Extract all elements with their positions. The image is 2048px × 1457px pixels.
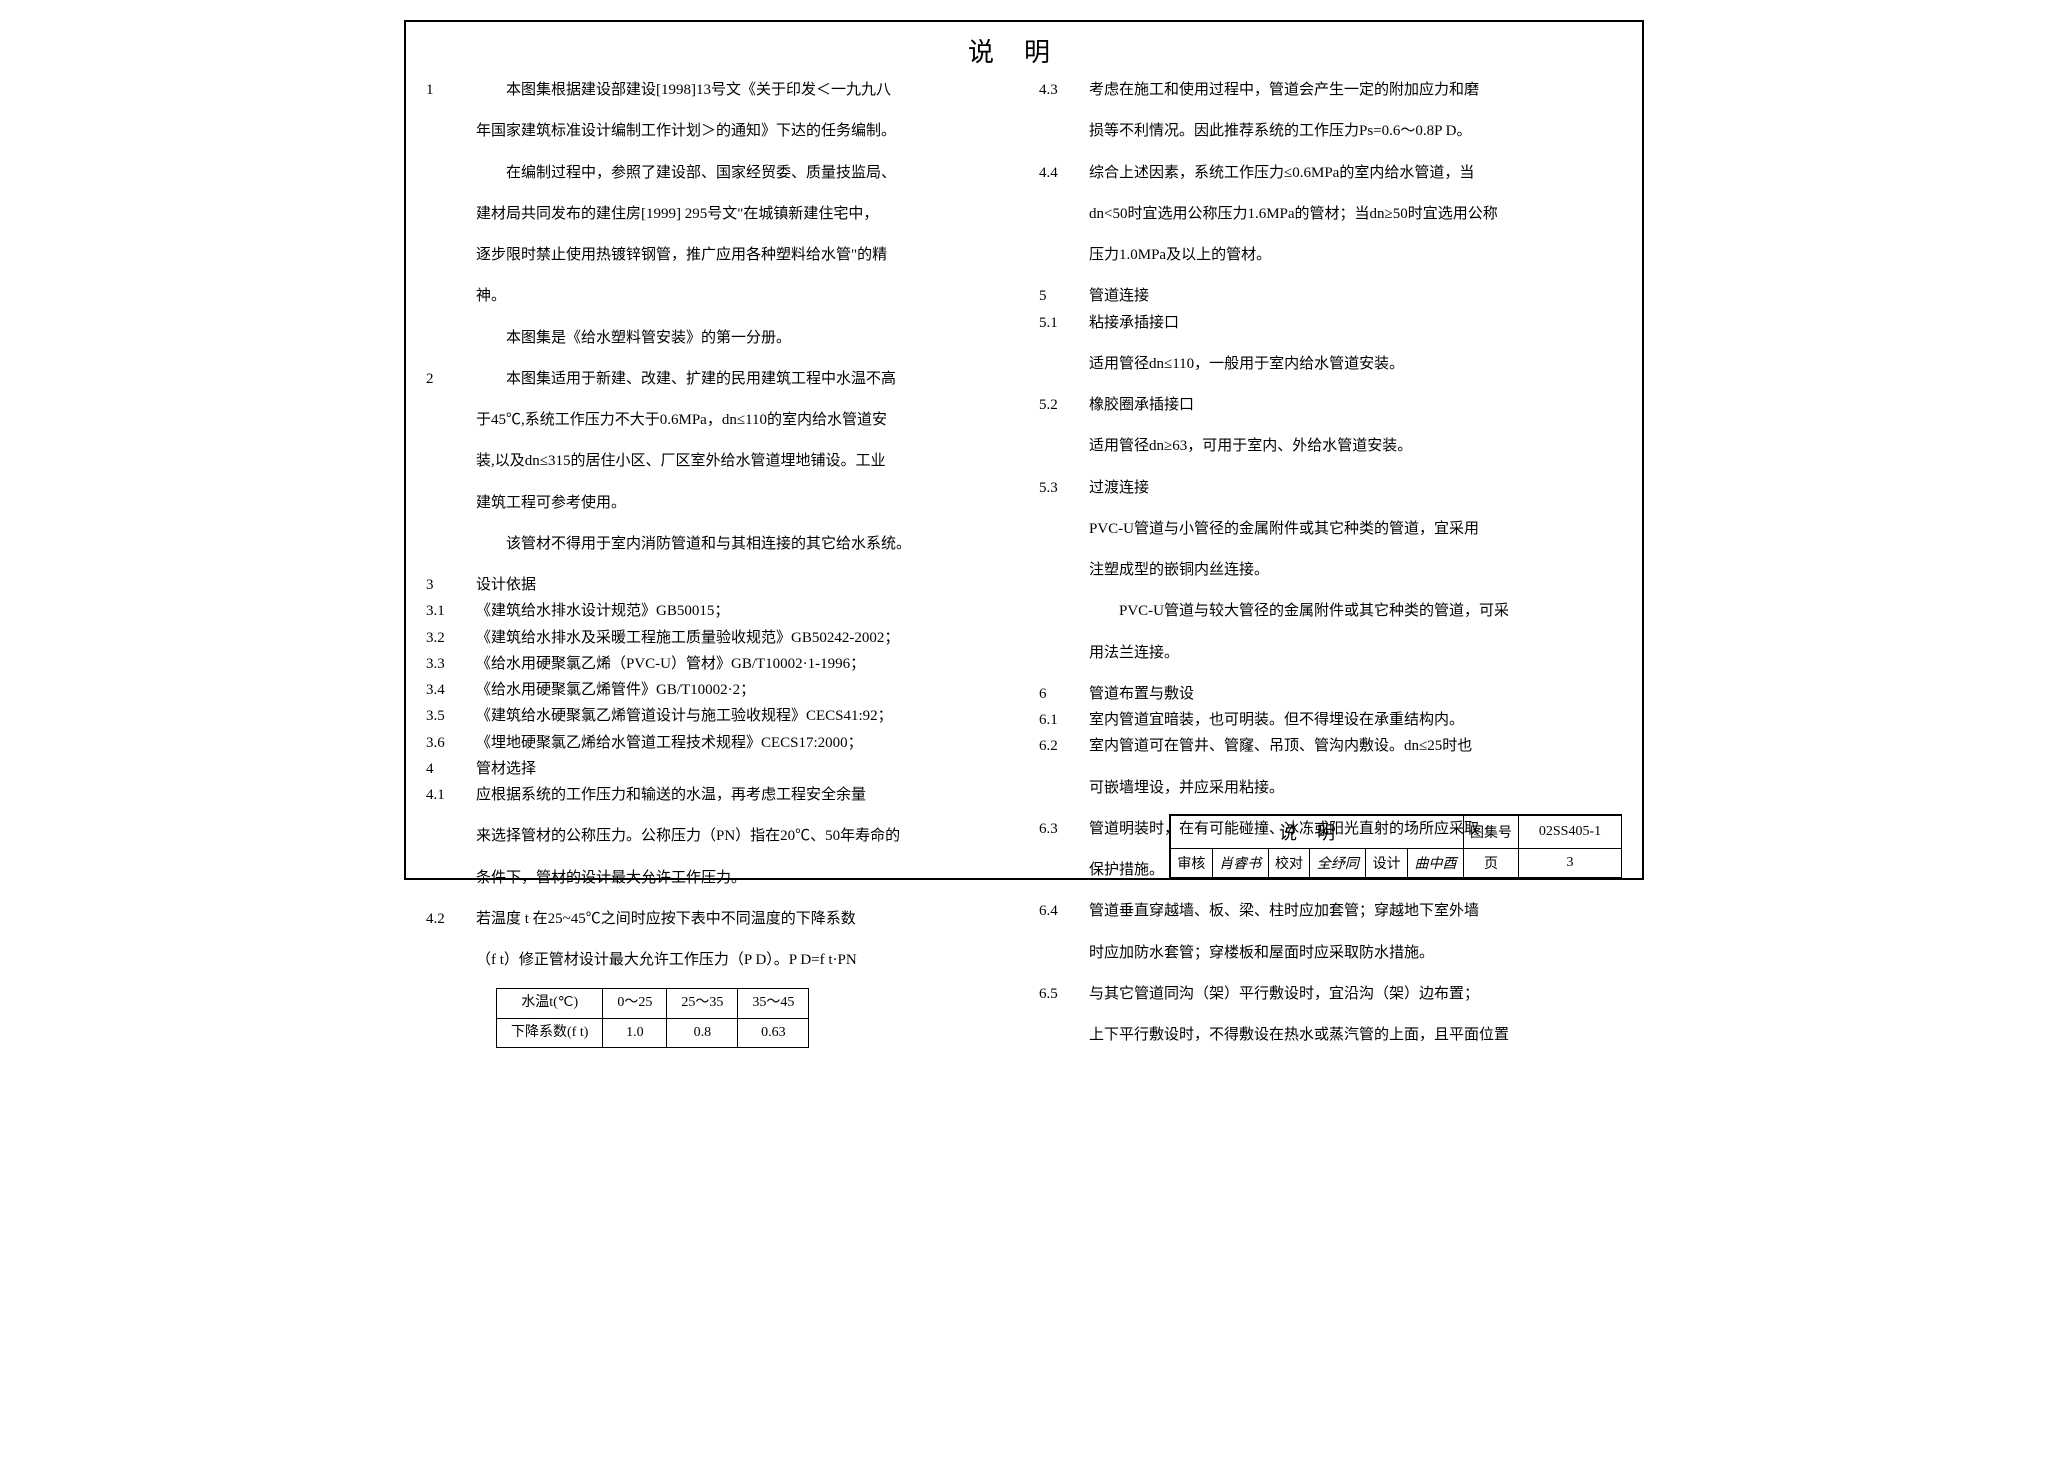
set-value: 02SS405-1 bbox=[1519, 816, 1622, 849]
body-text: 来选择管材的公称压力。公称压力（PN）指在20℃、50年寿命的 bbox=[476, 823, 1009, 849]
right-column: 4.3考虑在施工和使用过程中，管道会产生一定的附加应力和磨 损等不利情况。因此推… bbox=[1039, 77, 1622, 837]
body-text: 适用管径dn≥63，可用于室内、外给水管道安装。 bbox=[1089, 433, 1622, 459]
sec-num: 3.1 bbox=[426, 598, 476, 624]
table-cell: 1.0 bbox=[603, 1018, 667, 1048]
body-text: 若温度 t 在25~45℃之间时应按下表中不同温度的下降系数 bbox=[476, 906, 1009, 932]
body-text: 本图集根据建设部建设[1998]13号文《关于印发＜一九九八 bbox=[476, 77, 1009, 103]
body-text: 《建筑给水排水及采暖工程施工质量验收规范》GB50242-2002； bbox=[476, 625, 1009, 651]
table-cell: 0～25 bbox=[603, 989, 667, 1019]
body-text: 装,以及dn≤315的居住小区、厂区室外给水管道埋地铺设。工业 bbox=[476, 448, 1009, 474]
body-text: 上下平行敷设时，不得敷设在热水或蒸汽管的上面，且平面位置 bbox=[1089, 1022, 1622, 1048]
sec-num: 4.2 bbox=[426, 906, 476, 932]
body-text: 室内管道宜暗装，也可明装。但不得埋设在承重结构内。 bbox=[1089, 707, 1622, 733]
body-text: 综合上述因素，系统工作压力≤0.6MPa的室内给水管道，当 bbox=[1089, 160, 1622, 186]
body-text: PVC-U管道与小管径的金属附件或其它种类的管道，宜采用 bbox=[1089, 516, 1622, 542]
signature: 全纾同 bbox=[1310, 849, 1366, 878]
table-header: 下降系数(f t) bbox=[497, 1018, 603, 1048]
set-label: 图集号 bbox=[1464, 816, 1519, 849]
body-text: 《给水用硬聚氯乙烯管件》GB/T10002·2； bbox=[476, 677, 1009, 703]
body-text: 管道布置与敷设 bbox=[1089, 681, 1622, 707]
body-text: 建材局共同发布的建住房[1999] 295号文"在城镇新建住宅中， bbox=[476, 201, 1009, 227]
field-label: 校对 bbox=[1268, 849, 1310, 878]
title-block: 说明 图集号 02SS405-1 审核 肖睿书 校对 全纾同 设计 曲中酉 页 … bbox=[1169, 814, 1622, 878]
sec-num: 3.6 bbox=[426, 730, 476, 756]
body-text: 应根据系统的工作压力和输送的水温，再考虑工程安全余量 bbox=[476, 782, 1009, 808]
body-text: 可嵌墙埋设，并应采用粘接。 bbox=[1089, 775, 1622, 801]
sec-num: 5.1 bbox=[1039, 310, 1089, 336]
body-text: 时应加防水套管；穿楼板和屋面时应采取防水措施。 bbox=[1089, 940, 1622, 966]
sec-num: 4.1 bbox=[426, 782, 476, 808]
columns: 1本图集根据建设部建设[1998]13号文《关于印发＜一九九八 年国家建筑标准设… bbox=[426, 77, 1622, 837]
body-text: 压力1.0MPa及以上的管材。 bbox=[1089, 242, 1622, 268]
sec-num: 6.2 bbox=[1039, 733, 1089, 759]
body-text: 设计依据 bbox=[476, 572, 1009, 598]
table-cell: 0.63 bbox=[738, 1018, 809, 1048]
body-text: 用法兰连接。 bbox=[1089, 640, 1622, 666]
sec-num: 2 bbox=[426, 366, 476, 392]
temperature-table: 水温t(℃) 0～25 25～35 35～45 下降系数(f t) 1.0 0.… bbox=[496, 988, 809, 1048]
body-text: 《给水用硬聚氯乙烯（PVC-U）管材》GB/T10002·1-1996； bbox=[476, 651, 1009, 677]
page-label: 页 bbox=[1464, 849, 1519, 878]
sec-num: 5.3 bbox=[1039, 475, 1089, 501]
field-label: 设计 bbox=[1366, 849, 1408, 878]
sec-num: 5.2 bbox=[1039, 392, 1089, 418]
table-cell: 35～45 bbox=[738, 989, 809, 1019]
body-text: 管道连接 bbox=[1089, 283, 1622, 309]
body-text: 条件下，管材的设计最大允许工作压力。 bbox=[476, 865, 1009, 891]
body-text: 损等不利情况。因此推荐系统的工作压力Ps=0.6～0.8P D。 bbox=[1089, 118, 1622, 144]
body-text: （f t）修正管材设计最大允许工作压力（P D）。P D=f t·PN bbox=[476, 947, 1009, 973]
body-text: dn<50时宜选用公称压力1.6MPa的管材；当dn≥50时宜选用公称 bbox=[1089, 201, 1622, 227]
sec-num: 4.4 bbox=[1039, 160, 1089, 186]
body-text: 橡胶圈承插接口 bbox=[1089, 392, 1622, 418]
body-text: 该管材不得用于室内消防管道和与其相连接的其它给水系统。 bbox=[476, 531, 1009, 557]
body-text: 于45℃,系统工作压力不大于0.6MPa，dn≤110的室内给水管道安 bbox=[476, 407, 1009, 433]
body-text: 年国家建筑标准设计编制工作计划＞的通知》下达的任务编制。 bbox=[476, 118, 1009, 144]
body-text: 《建筑给水硬聚氯乙烯管道设计与施工验收规程》CECS41:92； bbox=[476, 703, 1009, 729]
sec-num: 5 bbox=[1039, 283, 1089, 309]
body-text: 《建筑给水排水设计规范》GB50015； bbox=[476, 598, 1009, 624]
page-number: 3 bbox=[1519, 849, 1622, 878]
page-title: 说明 bbox=[426, 32, 1622, 69]
body-text: 管道垂直穿越墙、板、梁、柱时应加套管；穿越地下室外墙 bbox=[1089, 898, 1622, 924]
body-text: 考虑在施工和使用过程中，管道会产生一定的附加应力和磨 bbox=[1089, 77, 1622, 103]
sec-num: 4 bbox=[426, 756, 476, 782]
body-text: 《埋地硬聚氯乙烯给水管道工程技术规程》CECS17:2000； bbox=[476, 730, 1009, 756]
sec-num: 6.1 bbox=[1039, 707, 1089, 733]
signature: 肖睿书 bbox=[1212, 849, 1268, 878]
body-text: 适用管径dn≤110，一般用于室内给水管道安装。 bbox=[1089, 351, 1622, 377]
body-text: 逐步限时禁止使用热镀锌钢管，推广应用各种塑料给水管"的精 bbox=[476, 242, 1009, 268]
sec-num: 6.4 bbox=[1039, 898, 1089, 924]
body-text: 过渡连接 bbox=[1089, 475, 1622, 501]
table-cell: 25～35 bbox=[667, 989, 738, 1019]
table-header: 水温t(℃) bbox=[497, 989, 603, 1019]
field-label: 审核 bbox=[1171, 849, 1213, 878]
body-text: 本图集适用于新建、改建、扩建的民用建筑工程中水温不高 bbox=[476, 366, 1009, 392]
body-text: 粘接承插接口 bbox=[1089, 310, 1622, 336]
sec-num: 3.4 bbox=[426, 677, 476, 703]
sec-num: 3.3 bbox=[426, 651, 476, 677]
body-text: 与其它管道同沟（架）平行敷设时，宜沿沟（架）边布置； bbox=[1089, 981, 1622, 1007]
sec-num: 1 bbox=[426, 77, 476, 103]
document-page: 说明 1本图集根据建设部建设[1998]13号文《关于印发＜一九九八 年国家建筑… bbox=[404, 20, 1644, 880]
left-column: 1本图集根据建设部建设[1998]13号文《关于印发＜一九九八 年国家建筑标准设… bbox=[426, 77, 1009, 837]
sec-num: 6.5 bbox=[1039, 981, 1089, 1007]
sec-num: 3.5 bbox=[426, 703, 476, 729]
body-text: 管材选择 bbox=[476, 756, 1009, 782]
title-block-title: 说明 bbox=[1171, 816, 1464, 849]
sec-num: 3.2 bbox=[426, 625, 476, 651]
sec-num: 3 bbox=[426, 572, 476, 598]
body-text: 室内管道可在管井、管窿、吊顶、管沟内敷设。dn≤25时也 bbox=[1089, 733, 1622, 759]
sec-num: 6 bbox=[1039, 681, 1089, 707]
body-text: 神。 bbox=[476, 283, 1009, 309]
sec-num: 6.3 bbox=[1039, 816, 1089, 842]
sec-num: 4.3 bbox=[1039, 77, 1089, 103]
body-text: 本图集是《给水塑料管安装》的第一分册。 bbox=[476, 325, 1009, 351]
body-text: PVC-U管道与较大管径的金属附件或其它种类的管道，可采 bbox=[1089, 598, 1622, 624]
body-text: 注塑成型的嵌铜内丝连接。 bbox=[1089, 557, 1622, 583]
table-cell: 0.8 bbox=[667, 1018, 738, 1048]
signature: 曲中酉 bbox=[1408, 849, 1464, 878]
body-text: 在编制过程中，参照了建设部、国家经贸委、质量技监局、 bbox=[476, 160, 1009, 186]
body-text: 建筑工程可参考使用。 bbox=[476, 490, 1009, 516]
